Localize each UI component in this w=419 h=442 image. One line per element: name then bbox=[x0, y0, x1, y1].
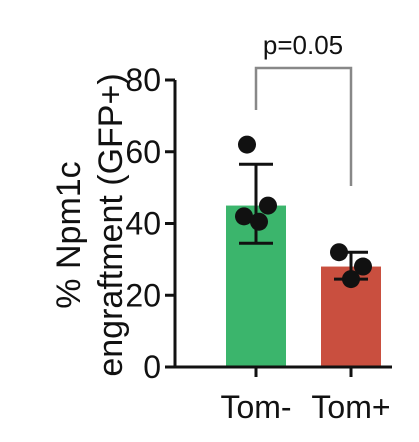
p-value-annotation: p=0.05 bbox=[263, 30, 343, 60]
data-point bbox=[235, 207, 253, 226]
bars-layer bbox=[226, 205, 381, 366]
y-tick-label: 20 bbox=[125, 277, 161, 313]
y-axis-label-line-2: engraftment (GFP+) bbox=[92, 73, 130, 376]
y-tick-label: 0 bbox=[143, 349, 161, 385]
data-point bbox=[354, 257, 372, 276]
annotation-layer bbox=[254, 66, 353, 186]
data-point bbox=[330, 243, 348, 262]
x-tick-label: Tom+ bbox=[311, 389, 390, 425]
y-axis-label: % Npm1c bbox=[50, 161, 88, 308]
data-point bbox=[250, 212, 268, 231]
significance-bracket bbox=[254, 66, 353, 186]
y-tick-label: 60 bbox=[125, 134, 161, 170]
axes-layer: 0 20 40 60 80 Tom- Tom+ bbox=[125, 62, 392, 425]
data-point bbox=[238, 135, 256, 154]
data-point bbox=[342, 270, 360, 289]
y-tick-label: 40 bbox=[125, 206, 161, 242]
x-tick-label: Tom- bbox=[220, 389, 291, 425]
data-point bbox=[259, 196, 277, 215]
y-tick-label: 80 bbox=[125, 62, 161, 98]
points-layer bbox=[235, 135, 372, 289]
